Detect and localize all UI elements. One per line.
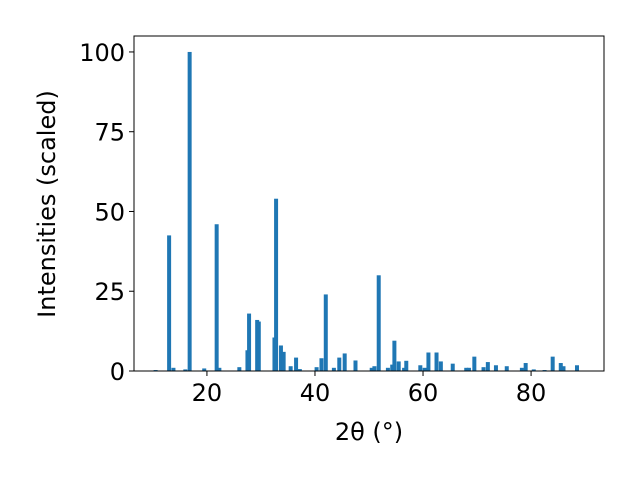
bar bbox=[237, 367, 242, 371]
bar bbox=[558, 363, 563, 371]
bar bbox=[323, 294, 328, 371]
bar bbox=[274, 198, 279, 371]
bar bbox=[561, 366, 566, 371]
y-axis-label: Intensities (scaled) bbox=[33, 90, 61, 318]
x-axis-label: 2θ (°) bbox=[335, 418, 403, 446]
bar bbox=[472, 356, 477, 371]
x-tick-label: 60 bbox=[408, 379, 439, 407]
bar bbox=[167, 235, 172, 371]
bar bbox=[481, 367, 486, 371]
bar bbox=[438, 361, 443, 371]
x-tick-label: 40 bbox=[300, 379, 331, 407]
bar bbox=[337, 357, 342, 371]
y-tick-label: 100 bbox=[79, 39, 125, 67]
plot-frame bbox=[133, 35, 605, 372]
bar bbox=[331, 367, 336, 371]
bar bbox=[523, 363, 528, 371]
bar bbox=[466, 367, 471, 371]
bar bbox=[504, 366, 509, 371]
bar bbox=[247, 313, 252, 371]
x-tick-label: 20 bbox=[192, 379, 223, 407]
bar bbox=[187, 51, 192, 371]
bar bbox=[171, 367, 176, 371]
y-tick-label: 50 bbox=[94, 198, 125, 226]
bar bbox=[385, 367, 390, 371]
bar bbox=[550, 356, 555, 371]
bar bbox=[288, 366, 293, 371]
bar bbox=[485, 362, 490, 371]
bar bbox=[519, 367, 524, 371]
bar bbox=[390, 364, 395, 371]
x-axis-ticks: 20 40 60 80 bbox=[192, 371, 547, 407]
bar bbox=[214, 224, 219, 371]
bar bbox=[256, 321, 261, 371]
bar bbox=[281, 351, 286, 371]
bar bbox=[278, 345, 283, 371]
bar bbox=[372, 366, 377, 371]
y-tick-label: 25 bbox=[94, 278, 125, 306]
bar bbox=[404, 360, 409, 371]
bar bbox=[392, 340, 397, 371]
bar bbox=[353, 360, 358, 371]
bar bbox=[369, 367, 374, 371]
bar bbox=[531, 369, 536, 371]
bar bbox=[574, 365, 579, 371]
bar bbox=[314, 367, 319, 371]
x-tick-label: 80 bbox=[516, 379, 547, 407]
bar bbox=[183, 369, 188, 371]
bar bbox=[294, 357, 299, 371]
bar bbox=[376, 275, 381, 371]
y-axis-ticks: 0 25 50 75 100 bbox=[79, 39, 134, 386]
bar bbox=[217, 367, 222, 371]
bar bbox=[450, 363, 455, 371]
bar bbox=[418, 365, 423, 371]
bar bbox=[402, 367, 407, 371]
bar bbox=[297, 369, 302, 371]
bar bbox=[342, 353, 347, 371]
bars-group bbox=[153, 51, 579, 371]
y-tick-label: 0 bbox=[110, 358, 125, 386]
bar bbox=[202, 368, 207, 371]
bar bbox=[422, 367, 427, 371]
y-tick-label: 75 bbox=[94, 119, 125, 147]
bar bbox=[426, 352, 431, 371]
bar bbox=[493, 365, 498, 371]
bar bbox=[464, 367, 469, 371]
bar bbox=[434, 352, 439, 371]
bar bbox=[396, 361, 401, 371]
bar bbox=[319, 358, 324, 371]
